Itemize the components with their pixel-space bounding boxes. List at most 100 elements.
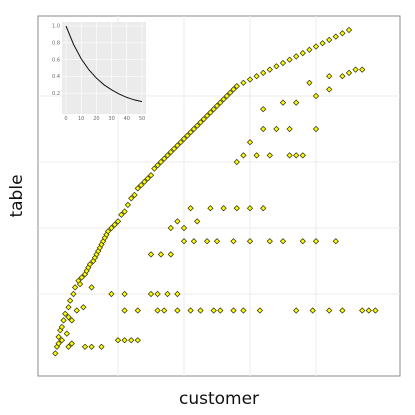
data-point — [65, 314, 72, 321]
data-point — [299, 152, 306, 159]
data-point — [171, 145, 178, 152]
data-point — [73, 307, 80, 314]
data-point — [217, 307, 224, 314]
data-point — [312, 43, 320, 50]
data-point — [326, 86, 333, 93]
data-point — [299, 238, 306, 245]
data-point — [246, 76, 254, 83]
data-point — [326, 73, 333, 80]
inset-x-tick-label: 40 — [124, 116, 130, 122]
data-point — [210, 106, 217, 113]
data-point — [365, 307, 372, 314]
inset-grid — [62, 22, 146, 114]
data-point — [299, 50, 306, 57]
data-point — [200, 116, 207, 123]
data-point — [111, 221, 118, 228]
data-point — [174, 218, 181, 225]
inset-x-tick-label: 0 — [64, 116, 67, 122]
data-point — [227, 89, 234, 96]
data-point — [217, 99, 224, 106]
data-point — [266, 66, 273, 73]
data-point — [230, 307, 237, 314]
data-point — [58, 337, 65, 344]
data-point — [144, 175, 151, 182]
data-point — [279, 99, 287, 106]
data-point — [177, 139, 184, 146]
inset-x-tick-label: 30 — [108, 116, 114, 122]
data-point — [147, 290, 155, 298]
data-point — [157, 158, 164, 166]
data-point — [213, 102, 221, 109]
data-point — [194, 218, 201, 225]
data-point — [326, 36, 333, 43]
data-point — [108, 224, 115, 232]
inset-panel — [62, 22, 146, 114]
data-point — [55, 333, 62, 340]
data-point — [157, 251, 164, 258]
data-point — [72, 284, 79, 291]
data-point — [204, 112, 211, 119]
inset-y-tick-label: 0.6 — [52, 57, 60, 63]
data-point — [154, 307, 161, 314]
inset-x-tick-label: 10 — [78, 116, 84, 122]
data-point — [98, 343, 105, 350]
data-point — [55, 340, 62, 347]
inset-x-tick-label: 20 — [93, 116, 99, 122]
data-point — [88, 284, 95, 291]
data-point — [147, 251, 155, 258]
data-point — [233, 83, 240, 90]
data-point — [266, 152, 273, 159]
data-point — [339, 30, 346, 37]
data-point — [197, 119, 204, 126]
data-point — [76, 281, 84, 288]
data-point — [332, 33, 339, 40]
data-point — [105, 228, 112, 235]
data-point — [359, 66, 366, 73]
data-point — [204, 238, 211, 245]
data-point — [187, 129, 194, 136]
data-point — [52, 350, 59, 357]
data-point — [312, 92, 320, 100]
data-point — [223, 92, 230, 100]
data-point — [151, 165, 158, 172]
inset-y-tick-label: 0.4 — [52, 74, 60, 80]
data-point — [118, 211, 125, 218]
data-point — [68, 340, 75, 347]
data-point — [63, 330, 70, 337]
data-point — [286, 56, 293, 63]
data-point — [246, 238, 254, 245]
data-point — [293, 152, 300, 159]
data-point — [187, 307, 194, 314]
data-point — [319, 40, 326, 47]
data-point — [141, 178, 148, 185]
y-axis-title: table — [7, 174, 27, 217]
data-point — [134, 307, 141, 314]
data-point — [359, 307, 366, 314]
data-point — [326, 307, 333, 314]
data-point — [207, 205, 214, 212]
data-point — [154, 290, 161, 298]
data-point — [164, 290, 171, 298]
inset-y-tick-label: 0.8 — [52, 41, 60, 47]
data-point — [293, 53, 300, 60]
data-point — [121, 307, 128, 314]
data-point — [65, 304, 72, 311]
data-point — [286, 125, 293, 133]
data-point — [372, 307, 379, 314]
data-point — [131, 191, 138, 199]
data-point — [67, 297, 74, 304]
data-point — [240, 152, 247, 159]
data-point — [332, 238, 339, 245]
data-point — [233, 158, 240, 166]
data-point — [190, 125, 197, 133]
data-point — [253, 152, 260, 159]
data-point — [128, 195, 135, 202]
data-point — [240, 307, 247, 314]
data-point — [121, 208, 128, 215]
data-point — [220, 205, 227, 212]
inset-y-tick-label: 1.0 — [52, 24, 60, 30]
data-point — [167, 251, 174, 258]
data-point — [286, 152, 293, 159]
data-point — [121, 337, 128, 344]
